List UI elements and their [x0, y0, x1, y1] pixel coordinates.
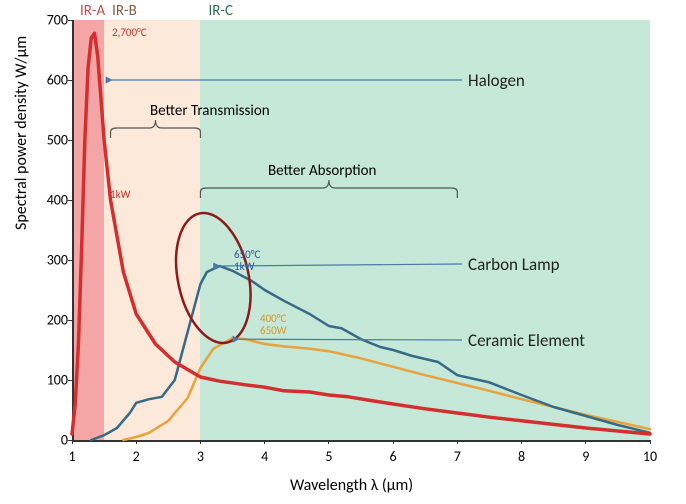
ytick-mark: [68, 380, 72, 381]
ytick: 0: [42, 432, 68, 449]
xtick-mark: [328, 440, 329, 444]
legend-halogen: Halogen: [468, 70, 525, 91]
xtick-mark: [521, 440, 522, 444]
xtick: 10: [643, 448, 657, 465]
ytick: 500: [42, 132, 68, 149]
annot-ceramic-power: 650W: [260, 324, 287, 337]
xtick: 4: [261, 448, 268, 465]
xtick: 6: [390, 448, 397, 465]
bracket-absorption: [200, 180, 457, 198]
xtick: 5: [325, 448, 332, 465]
annot-carbon-power: 1kW: [234, 260, 254, 273]
ytick: 700: [42, 12, 68, 29]
series-halogen: [72, 33, 650, 434]
xtick-mark: [650, 440, 651, 444]
annot-better-absorption: Better Absorption: [268, 162, 376, 180]
ytick: 200: [42, 312, 68, 329]
legend-ceramic: Ceramic Element: [468, 330, 585, 351]
xtick-mark: [136, 440, 137, 444]
ytick: 100: [42, 372, 68, 389]
xtick-mark: [72, 440, 73, 444]
xtick: 9: [582, 448, 589, 465]
ytick-mark: [68, 200, 72, 201]
ytick: 400: [42, 192, 68, 209]
y-axis-label: Spectral power density W/μm: [12, 36, 31, 230]
xtick-mark: [264, 440, 265, 444]
arrow-carbon: [220, 264, 462, 266]
annot-halogen-power: 1kW: [110, 188, 130, 201]
bracket-transmission: [111, 120, 201, 138]
xtick-mark: [393, 440, 394, 444]
xtick: 1: [68, 448, 75, 465]
ytick: 300: [42, 252, 68, 269]
ytick-mark: [68, 320, 72, 321]
ytick-mark: [68, 260, 72, 261]
annot-halogen-temp: 2,700°C: [112, 26, 147, 39]
ytick: 600: [42, 72, 68, 89]
xtick: 7: [454, 448, 461, 465]
xtick: 2: [133, 448, 140, 465]
xtick: 3: [197, 448, 204, 465]
annot-better-transmission: Better Transmission: [150, 102, 270, 120]
xtick-mark: [200, 440, 201, 444]
legend-carbon: Carbon Lamp: [468, 254, 560, 275]
x-axis-label: Wavelength λ (μm): [290, 476, 413, 495]
spectral-chart: IR-AIR-BIR-C Spectral power density W/μm…: [0, 0, 686, 504]
xtick-mark: [457, 440, 458, 444]
chart-svg: [0, 0, 686, 504]
ytick-mark: [68, 80, 72, 81]
ytick-mark: [68, 20, 72, 21]
arrow-ceramic: [239, 339, 462, 340]
xtick-mark: [585, 440, 586, 444]
xtick: 8: [518, 448, 525, 465]
ytick-mark: [68, 140, 72, 141]
